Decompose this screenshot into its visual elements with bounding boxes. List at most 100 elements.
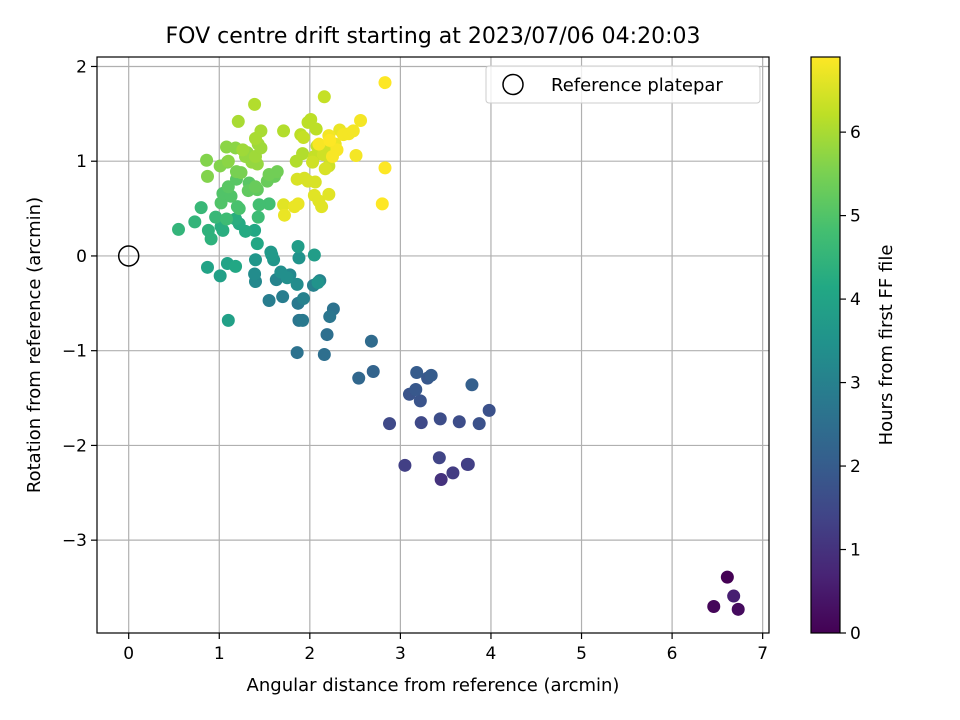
data-point (254, 141, 268, 155)
data-point (472, 417, 486, 431)
data-points (172, 76, 745, 616)
data-point (352, 371, 366, 385)
data-point (188, 215, 202, 229)
colorbar-tick-label: 2 (850, 457, 861, 477)
data-point (731, 602, 745, 616)
data-point (296, 131, 310, 145)
data-point (287, 200, 301, 214)
data-point (290, 277, 304, 291)
legend: Reference platepar (485, 65, 761, 104)
data-point (277, 198, 291, 212)
reference-marker (117, 245, 140, 267)
data-point (221, 154, 235, 168)
data-point (200, 260, 214, 274)
data-point (707, 599, 721, 613)
data-point (231, 114, 245, 128)
plot-frame (96, 56, 770, 634)
x-tick-label: 4 (486, 644, 497, 664)
data-point (320, 328, 334, 342)
colorbar-gradient (810, 56, 841, 634)
data-point (229, 165, 243, 179)
data-point (720, 570, 734, 584)
y-tick-label: −2 (62, 436, 87, 456)
x-axis-label: Angular distance from reference (arcmin) (247, 675, 620, 696)
data-point (304, 113, 318, 127)
data-point (349, 149, 363, 163)
colorbar-tick-label: 4 (850, 290, 861, 310)
data-point (220, 212, 234, 226)
grid-lines (97, 57, 769, 633)
data-point (307, 248, 321, 262)
data-point (232, 202, 246, 216)
data-point (465, 378, 479, 392)
data-point (378, 76, 392, 90)
colorbar: 0 1 2 3 4 5 6 Hours from first FF file (810, 56, 897, 644)
data-point (354, 113, 368, 127)
data-point (292, 251, 306, 265)
colorbar-label: Hours from first FF file (876, 245, 897, 446)
data-point (274, 265, 288, 279)
data-point (200, 153, 214, 167)
colorbar-ticks: 0 1 2 3 4 5 6 (840, 123, 861, 644)
x-tick-label: 7 (757, 644, 768, 664)
data-point (290, 172, 304, 186)
data-point (252, 198, 266, 212)
data-point (432, 451, 446, 465)
data-point (296, 147, 310, 161)
x-axis-ticks: 0 1 2 3 4 5 6 7 (123, 633, 768, 664)
data-point (270, 165, 284, 179)
data-point (236, 143, 250, 157)
data-point (213, 269, 227, 283)
y-tick-label: −1 (62, 342, 87, 362)
data-point (309, 122, 323, 136)
x-tick-label: 3 (395, 644, 406, 664)
data-point (375, 197, 389, 211)
data-point (409, 383, 423, 397)
data-point (366, 365, 380, 379)
data-point (296, 292, 310, 306)
legend-label-reference: Reference platepar (551, 75, 723, 96)
data-point (364, 334, 378, 348)
data-point (315, 200, 329, 214)
data-point (264, 245, 278, 259)
legend-marker-reference (502, 73, 524, 96)
chart-title: FOV centre drift starting at 2023/07/06 … (166, 24, 701, 49)
data-point (461, 457, 475, 471)
data-point (248, 267, 262, 281)
x-tick-label: 5 (576, 644, 587, 664)
data-point (296, 313, 310, 327)
data-point (209, 210, 223, 224)
data-point (221, 313, 235, 327)
y-axis-ticks: −3 −2 −1 0 1 2 (62, 57, 97, 551)
data-point (414, 416, 428, 430)
data-point (323, 133, 337, 147)
data-point (322, 187, 336, 201)
data-point (452, 415, 466, 429)
data-point (308, 175, 322, 189)
y-tick-label: −3 (62, 531, 87, 551)
data-point (201, 223, 215, 237)
colorbar-tick-label: 3 (850, 374, 861, 394)
data-point (229, 212, 243, 226)
data-point (311, 275, 325, 289)
data-point (325, 149, 339, 163)
x-tick-label: 6 (667, 644, 678, 664)
data-point (291, 239, 305, 253)
data-point (248, 180, 262, 194)
y-axis-label: Rotation from reference (arcmin) (24, 197, 45, 493)
data-point (346, 124, 360, 138)
data-point (262, 197, 276, 211)
data-point (248, 97, 262, 111)
data-point (200, 169, 214, 183)
data-point (727, 589, 741, 603)
legend-box (485, 65, 761, 104)
y-tick-label: 0 (76, 247, 87, 267)
data-point (424, 368, 438, 382)
data-point (306, 155, 320, 169)
data-point (221, 180, 235, 194)
data-point (398, 458, 412, 472)
data-point (433, 412, 447, 426)
data-point (172, 222, 186, 236)
data-point (251, 210, 265, 224)
